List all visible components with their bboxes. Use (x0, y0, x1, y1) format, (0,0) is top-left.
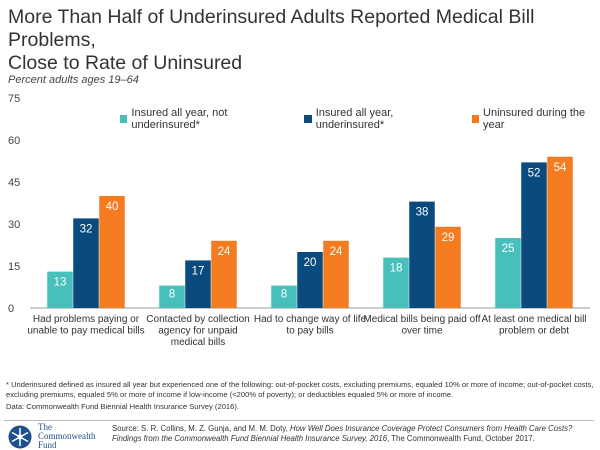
legend-swatch (120, 115, 128, 123)
y-tick-label: 0 (8, 303, 14, 315)
divider (4, 420, 594, 421)
bar (73, 218, 99, 308)
source-citation: Source: S. R. Collins, M. Z. Gunja, and … (112, 424, 573, 443)
category-label: medical bills (171, 337, 225, 348)
bar-value-label: 32 (80, 223, 93, 235)
bar-value-label: 13 (54, 277, 67, 289)
y-tick-label: 60 (8, 135, 20, 147)
bar-value-label: 54 (554, 162, 567, 174)
bar-value-label: 8 (169, 289, 175, 301)
y-tick-label: 75 (8, 93, 20, 105)
bar (297, 252, 323, 308)
bar (99, 196, 125, 308)
y-tick-label: 45 (8, 177, 20, 189)
bar-chart: 0 15 30 45 60 75 13 32 40 Had problems paying oru… (8, 93, 590, 348)
legend-label: Insured all year, not underinsured* (131, 107, 228, 131)
legend-label: Uninsured during the year (483, 107, 586, 131)
bar (271, 285, 297, 308)
legend-item: Insured all year, not underinsured* (120, 107, 286, 131)
category-label: Had problems paying or (33, 314, 140, 325)
legend: Insured all year, not underinsured* Insur… (120, 107, 600, 131)
bar-value-label: 40 (106, 201, 119, 213)
chart-subtitle: Percent adults ages 19–64 (8, 74, 139, 86)
bar (409, 201, 435, 308)
bar-value-label: 17 (192, 265, 205, 277)
category-label: At least one medical bill (481, 314, 586, 325)
bar (383, 257, 409, 308)
category-label: to pay bills (286, 326, 333, 337)
bar (159, 285, 185, 308)
category-label: problem or debt (499, 326, 569, 337)
bar (547, 156, 573, 308)
bar-value-label: 20 (304, 257, 317, 269)
legend-item: Uninsured during the year (471, 107, 600, 131)
bar-value-label: 8 (281, 289, 287, 301)
legend-swatch (471, 115, 480, 123)
bar-value-label: 29 (442, 232, 455, 244)
snowflake-logo-icon (8, 425, 32, 448)
legend-item: Insured all year, underinsured* (304, 107, 453, 131)
bar-value-label: 38 (416, 207, 429, 219)
bar (47, 271, 73, 308)
y-tick-label: 15 (8, 261, 20, 273)
commonwealth-fund-logo: The Commonwealth Fund (6, 423, 96, 450)
bar (435, 226, 461, 308)
category-label: unable to pay medical bills (27, 326, 144, 337)
category-label: over time (401, 326, 443, 337)
bar (495, 238, 521, 308)
category-label: Medical bills being paid off (363, 314, 480, 325)
category-label: agency for unpaid (158, 326, 238, 337)
bar-value-label: 52 (528, 167, 541, 179)
bar (185, 260, 211, 308)
bar (323, 240, 349, 308)
bar-value-label: 24 (218, 246, 231, 258)
bar (521, 162, 547, 308)
bar-value-label: 24 (330, 246, 343, 258)
bar (211, 240, 237, 308)
legend-label: Insured all year, underinsured* (315, 107, 394, 131)
footnote: * Underinsured defined as insured all ye… (6, 380, 594, 411)
y-tick-label: 30 (8, 219, 20, 231)
chart-title: More Than Half of Underinsured Adults Re… (8, 6, 535, 74)
bar-value-label: 25 (502, 243, 515, 255)
legend-swatch (304, 115, 312, 123)
category-label: Contacted by collection (146, 314, 249, 325)
category-label: Had to change way of life (254, 314, 367, 325)
bar-value-label: 18 (390, 263, 403, 275)
